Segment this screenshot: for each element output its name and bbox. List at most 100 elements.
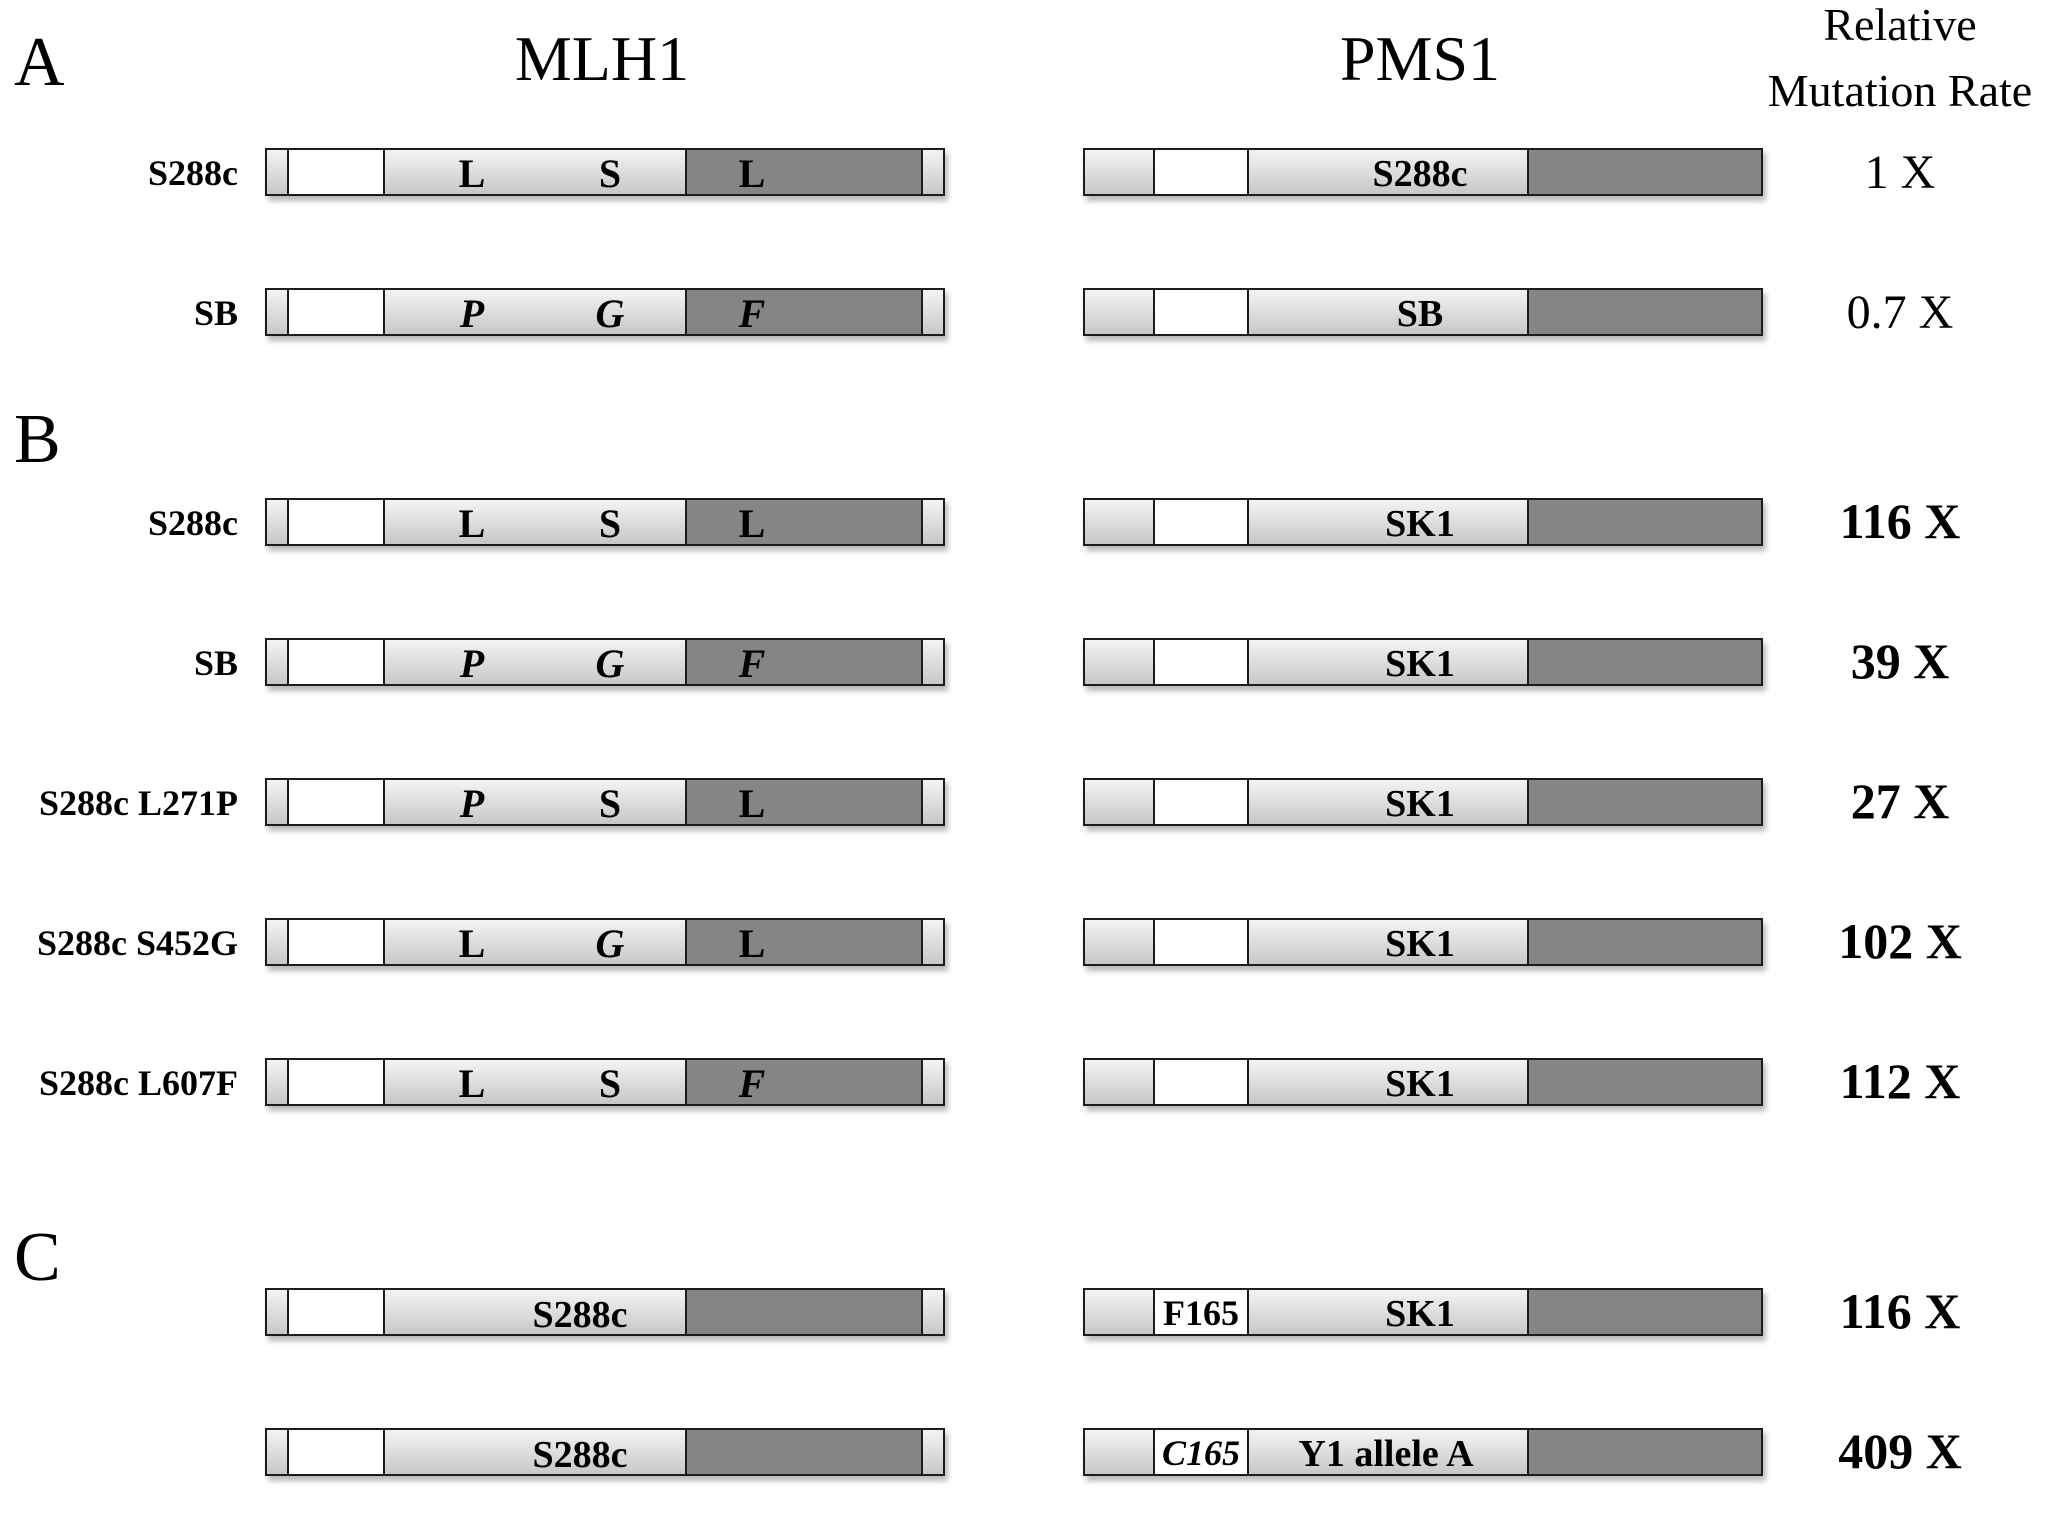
- mlh1-end-cap-left: [265, 148, 289, 196]
- construct-row: S288c L S L S288c 1 X: [148, 146, 1935, 199]
- pms1-light-domain: [1247, 638, 1529, 686]
- pms1-dark-domain: [1527, 918, 1763, 966]
- mutation-rate-value: 112 X: [1840, 1053, 1961, 1109]
- pms1-dark-domain: [1527, 1288, 1763, 1336]
- pms1-light-domain: [1247, 1428, 1529, 1476]
- mlh1-end-cap-right: [921, 918, 945, 966]
- mlh1-dark-domain: [685, 148, 923, 196]
- pms1-residue-label: F165: [1163, 1293, 1239, 1333]
- mlh1-end-cap-right: [921, 288, 945, 336]
- mlh1-strain-label: S288c: [533, 1294, 628, 1336]
- mlh1-white-domain: [287, 638, 385, 686]
- construct-row: S288c L607F L S F SK1 112 X: [39, 1053, 1960, 1109]
- mutation-rate-value: 102 X: [1838, 913, 1962, 969]
- mlh1-white-domain: [287, 1288, 385, 1336]
- rate-header-line2: Mutation Rate: [1768, 65, 2032, 116]
- mlh1-end-cap-right: [921, 1288, 945, 1336]
- mlh1-residue-label: L: [739, 781, 766, 826]
- strain-label: S288c: [148, 503, 238, 543]
- mlh1-end-cap-left: [265, 638, 289, 686]
- mlh1-dark-domain: [685, 1288, 923, 1336]
- mlh1-end-cap-left: [265, 1288, 289, 1336]
- mlh1-light-domain: [383, 778, 687, 826]
- strain-label: SB: [194, 643, 238, 683]
- pms1-white-domain: [1153, 498, 1249, 546]
- mlh1-residue-label: L: [459, 501, 486, 546]
- construct-row: S288c F165 SK1 116 X: [265, 1283, 1961, 1339]
- mlh1-end-cap-left: [265, 1058, 289, 1106]
- mlh1-end-cap-left: [265, 498, 289, 546]
- mlh1-bar: [265, 1288, 945, 1336]
- mlh1-light-domain: [383, 498, 687, 546]
- mlh1-light-domain: [383, 1428, 687, 1476]
- mlh1-bar: [265, 498, 945, 546]
- pms1-white-domain: [1153, 778, 1249, 826]
- pms1-dark-domain: [1527, 638, 1763, 686]
- mlh1-light-domain: [383, 638, 687, 686]
- pms1-left-domain: [1083, 638, 1155, 686]
- mutation-rate-value: 409 X: [1838, 1423, 1962, 1479]
- mlh1-white-domain: [287, 1428, 385, 1476]
- mlh1-end-cap-left: [265, 778, 289, 826]
- construct-row: SB P G F SB 0.7 X: [194, 286, 1953, 339]
- mlh1-residue-label: G: [596, 641, 625, 686]
- pms1-allele-label: SK1: [1385, 643, 1455, 685]
- pms1-white-domain: [1153, 918, 1249, 966]
- pms1-light-domain: [1247, 1288, 1529, 1336]
- pms1-bar: [1083, 638, 1763, 686]
- mlh1-residue-label: S: [599, 501, 621, 546]
- mlh1-bar: [265, 778, 945, 826]
- mlh1-residue-label: S: [599, 1061, 621, 1106]
- panel-letter-b: B: [14, 401, 61, 478]
- mlh1-end-cap-left: [265, 918, 289, 966]
- panel-letter-c: C: [14, 1219, 61, 1296]
- mutation-rate-value: 27 X: [1851, 773, 1950, 829]
- mutation-rate-value: 0.7 X: [1847, 286, 1954, 339]
- pms1-left-domain: [1083, 1288, 1155, 1336]
- mlh1-end-cap-right: [921, 148, 945, 196]
- pms1-allele-label: SK1: [1385, 1063, 1455, 1105]
- mlh1-strain-label: S288c: [533, 1434, 628, 1476]
- pms1-header: PMS1: [1340, 23, 1500, 94]
- pms1-allele-label: Y1 allele A: [1298, 1433, 1474, 1475]
- pms1-residue-label: C165: [1162, 1433, 1240, 1473]
- pms1-dark-domain: [1527, 1058, 1763, 1106]
- mlh1-end-cap-right: [921, 498, 945, 546]
- pms1-left-domain: [1083, 148, 1155, 196]
- mlh1-end-cap-right: [921, 778, 945, 826]
- pms1-dark-domain: [1527, 778, 1763, 826]
- mlh1-residue-label: F: [738, 291, 766, 336]
- mlh1-light-domain: [383, 1058, 687, 1106]
- pms1-allele-label: SK1: [1385, 1293, 1455, 1335]
- mlh1-white-domain: [287, 778, 385, 826]
- pms1-left-domain: [1083, 918, 1155, 966]
- pms1-white-domain: [1153, 148, 1249, 196]
- mlh1-dark-domain: [685, 1058, 923, 1106]
- pms1-light-domain: [1247, 288, 1529, 336]
- mlh1-residue-label: F: [738, 1061, 766, 1106]
- pms1-allele-label: SK1: [1385, 923, 1455, 965]
- construct-rows: S288c L S L S288c 1 X SB P G F SB 0.7 X S288c L S L SK1 1…: [37, 146, 1962, 1479]
- strain-label: S288c S452G: [37, 923, 238, 963]
- pms1-left-domain: [1083, 498, 1155, 546]
- mlh1-bar: [265, 638, 945, 686]
- mlh1-dark-domain: [685, 778, 923, 826]
- pms1-left-domain: [1083, 1428, 1155, 1476]
- pms1-bar: [1083, 778, 1763, 826]
- mlh1-bar: [265, 148, 945, 196]
- mlh1-residue-label: P: [459, 641, 485, 686]
- pms1-left-domain: [1083, 1058, 1155, 1106]
- rate-header-line1: Relative: [1823, 0, 1976, 50]
- mutation-rate-value: 116 X: [1840, 1283, 1961, 1339]
- pms1-white-domain: [1153, 1288, 1249, 1336]
- mlh1-residue-label: G: [596, 291, 625, 336]
- pms1-white-domain: [1153, 1058, 1249, 1106]
- pms1-bar: [1083, 1058, 1763, 1106]
- mlh1-residue-label: S: [599, 151, 621, 196]
- mlh1-residue-label: L: [459, 151, 486, 196]
- pms1-light-domain: [1247, 498, 1529, 546]
- mlh1-dark-domain: [685, 498, 923, 546]
- pms1-light-domain: [1247, 918, 1529, 966]
- pms1-allele-label: S288c: [1373, 153, 1468, 195]
